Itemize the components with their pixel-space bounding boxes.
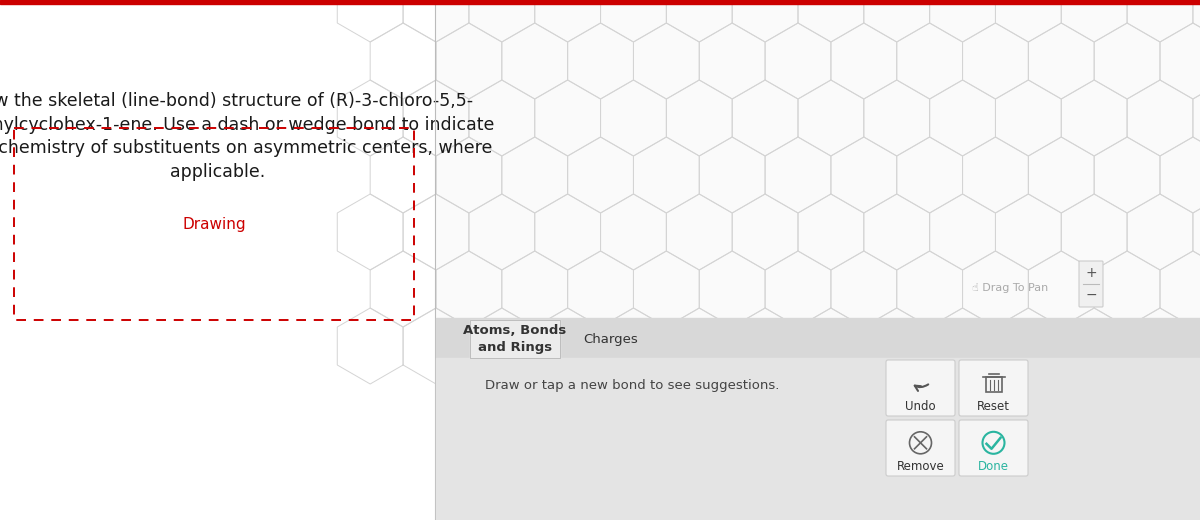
Text: Draw the skeletal (line-bond) structure of (R)-3-chloro-5,5-
dimethylcyclohex-1-: Draw the skeletal (line-bond) structure … — [0, 92, 494, 181]
Bar — [436, 358, 1200, 520]
Bar — [436, 318, 1200, 358]
Text: Draw or tap a new bond to see suggestions.: Draw or tap a new bond to see suggestion… — [485, 379, 779, 392]
Text: −: − — [1085, 288, 1097, 302]
Bar — [470, 320, 560, 358]
Text: Reset: Reset — [977, 399, 1010, 412]
Bar — [14, 128, 414, 320]
Bar — [470, 320, 560, 358]
FancyBboxPatch shape — [959, 420, 1028, 476]
Bar — [985, 377, 1002, 392]
Text: Undo: Undo — [905, 399, 936, 412]
FancyBboxPatch shape — [886, 360, 955, 416]
Bar — [0, 0, 1200, 4]
Text: Atoms, Bonds
and Rings: Atoms, Bonds and Rings — [463, 324, 566, 354]
Bar — [0, 0, 436, 520]
Text: ☝ Drag To Pan: ☝ Drag To Pan — [972, 283, 1048, 293]
Text: Remove: Remove — [896, 460, 944, 473]
Text: Charges: Charges — [583, 332, 638, 345]
Text: +: + — [1085, 266, 1097, 280]
Text: Drawing: Drawing — [182, 216, 246, 231]
FancyBboxPatch shape — [959, 360, 1028, 416]
FancyBboxPatch shape — [886, 420, 955, 476]
FancyBboxPatch shape — [1079, 261, 1103, 307]
Text: Done: Done — [978, 460, 1009, 473]
Bar — [436, 4, 1200, 318]
